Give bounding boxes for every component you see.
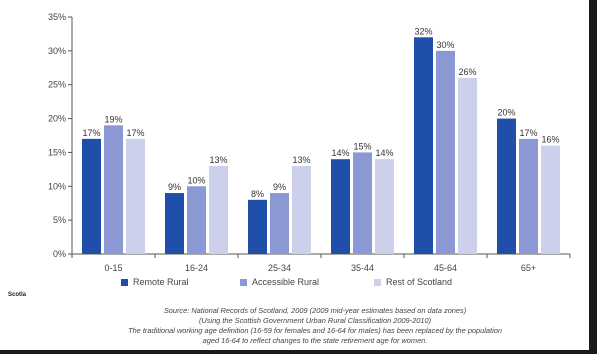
data-label: 17% bbox=[126, 128, 144, 138]
source-line: The traditional working age definition (… bbox=[128, 326, 502, 335]
data-label: 13% bbox=[292, 155, 310, 165]
side-label: Scotla bbox=[8, 292, 27, 298]
bar bbox=[436, 50, 455, 254]
data-label: 26% bbox=[458, 67, 476, 77]
bar bbox=[209, 165, 228, 254]
y-tick-label: 20% bbox=[48, 114, 66, 124]
data-label: 20% bbox=[497, 108, 515, 118]
y-tick-label: 25% bbox=[48, 80, 66, 90]
bar bbox=[248, 199, 267, 254]
bar bbox=[458, 77, 477, 254]
x-tick-label: 45-64 bbox=[434, 263, 457, 273]
bar bbox=[331, 159, 350, 254]
legend-label: Accessible Rural bbox=[252, 277, 319, 287]
x-axis: 0-15 16-24 25-34 35-44 45-64 65+ bbox=[71, 253, 571, 273]
y-tick-label: 0% bbox=[53, 249, 66, 259]
bars: 17% 19% 17% 9% 10% 13% 8% 9% 13% 14% 15% 14% 32% 30% 2… bbox=[82, 26, 560, 254]
y-tick-label: 5% bbox=[53, 215, 66, 225]
x-tick-label: 0-15 bbox=[104, 263, 122, 273]
y-tick-label: 15% bbox=[48, 147, 66, 157]
data-label: 10% bbox=[187, 175, 205, 185]
x-tick-label: 65+ bbox=[521, 263, 536, 273]
y-tick-label: 10% bbox=[48, 181, 66, 191]
data-label: 9% bbox=[168, 182, 181, 192]
data-label: 16% bbox=[541, 135, 559, 145]
bar bbox=[165, 193, 184, 254]
data-label: 9% bbox=[273, 182, 286, 192]
legend: Remote Rural Accessible Rural Rest of Scot… bbox=[121, 277, 452, 287]
source-line: aged 16-64 to reflect changes to the sta… bbox=[202, 336, 428, 345]
x-tick-label: 16-24 bbox=[185, 263, 208, 273]
data-label: 19% bbox=[104, 114, 122, 124]
edge-border bbox=[0, 350, 597, 354]
bar-chart: 0% 5% 10% 15% 20% 25% 30% 35% 0-15 16-24 25-34 35-… bbox=[48, 12, 571, 287]
data-label: 15% bbox=[353, 141, 371, 151]
source-line: Source: National Records of Scotland, 20… bbox=[163, 306, 467, 315]
legend-swatch bbox=[121, 279, 128, 286]
data-label: 14% bbox=[331, 148, 349, 158]
edge-border bbox=[589, 0, 597, 354]
bar bbox=[519, 138, 538, 254]
bar bbox=[353, 152, 372, 254]
legend-swatch bbox=[374, 279, 381, 286]
legend-label: Remote Rural bbox=[133, 277, 189, 287]
bar bbox=[187, 186, 206, 254]
bar bbox=[270, 193, 289, 254]
data-label: 8% bbox=[251, 189, 264, 199]
bar bbox=[104, 125, 123, 254]
bar bbox=[541, 145, 560, 254]
source-note: Source: National Records of Scotland, 20… bbox=[100, 306, 530, 346]
x-tick-label: 35-44 bbox=[351, 263, 374, 273]
data-label: 17% bbox=[519, 128, 537, 138]
y-tick-label: 30% bbox=[48, 46, 66, 56]
bar bbox=[414, 37, 433, 254]
x-tick-label: 25-34 bbox=[268, 263, 291, 273]
bar bbox=[82, 138, 101, 254]
source-line: (Using the Scottish Government Urban Rur… bbox=[198, 316, 432, 325]
legend-label: Rest of Scotland bbox=[386, 277, 452, 287]
bar bbox=[292, 165, 311, 254]
bar bbox=[126, 138, 145, 254]
y-axis: 0% 5% 10% 15% 20% 25% 30% 35% bbox=[48, 12, 73, 259]
data-label: 14% bbox=[375, 148, 393, 158]
data-label: 13% bbox=[209, 155, 227, 165]
legend-swatch bbox=[240, 279, 247, 286]
bar bbox=[497, 118, 516, 254]
data-label: 30% bbox=[436, 40, 454, 50]
y-tick-label: 35% bbox=[48, 12, 66, 22]
bar bbox=[375, 159, 394, 254]
data-label: 32% bbox=[414, 26, 432, 36]
data-label: 17% bbox=[82, 128, 100, 138]
